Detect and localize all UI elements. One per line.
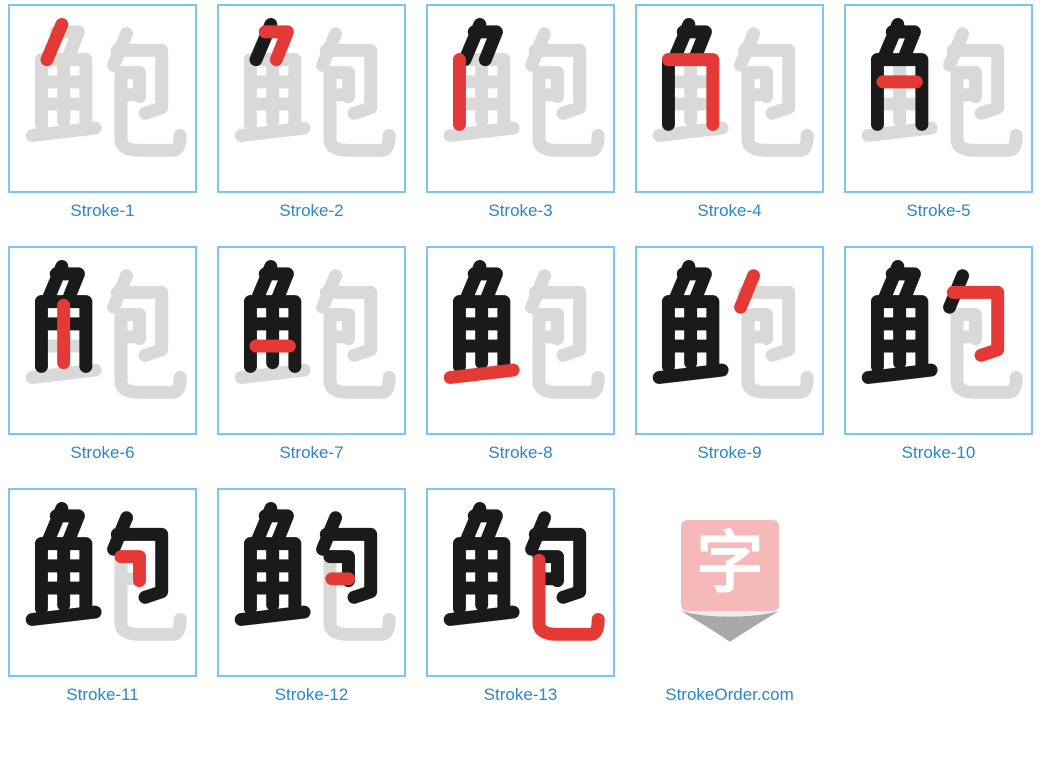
stroke-cell: Stroke-10 <box>844 246 1033 463</box>
stroke-tile <box>217 488 406 677</box>
glyph-svg <box>428 248 613 433</box>
glyph-svg <box>428 6 613 191</box>
stroke-cell: Stroke-6 <box>8 246 197 463</box>
glyph-svg <box>428 490 613 675</box>
stroke-cell: Stroke-9 <box>635 246 824 463</box>
stroke-label: Stroke-3 <box>488 201 552 221</box>
stroke-grid: Stroke-1 Stroke-2 Stroke-3 Stroke-4 Stroke-5… <box>8 4 1042 705</box>
stroke-tile <box>426 4 615 193</box>
stroke-tile <box>8 488 197 677</box>
stroke-tile <box>635 246 824 435</box>
stroke-label: Stroke-1 <box>70 201 134 221</box>
logo-tile: 字 <box>635 488 824 677</box>
glyph-svg <box>637 6 822 191</box>
stroke-tile <box>217 4 406 193</box>
glyph-svg <box>10 248 195 433</box>
stroke-label: Stroke-5 <box>906 201 970 221</box>
stroke-label: Stroke-8 <box>488 443 552 463</box>
stroke-tile <box>844 4 1033 193</box>
stroke-cell: Stroke-12 <box>217 488 406 705</box>
stroke-label: Stroke-9 <box>697 443 761 463</box>
stroke-tile <box>8 246 197 435</box>
stroke-cell: Stroke-7 <box>217 246 406 463</box>
stroke-cell: Stroke-2 <box>217 4 406 221</box>
stroke-tile <box>635 4 824 193</box>
logo-cell: 字 StrokeOrder.com <box>635 488 824 705</box>
logo-label: StrokeOrder.com <box>665 685 794 705</box>
glyph-svg <box>219 248 404 433</box>
glyph-svg <box>846 248 1031 433</box>
svg-text:字: 字 <box>696 525 763 600</box>
stroke-tile <box>426 488 615 677</box>
stroke-cell: Stroke-1 <box>8 4 197 221</box>
stroke-label: Stroke-10 <box>902 443 976 463</box>
stroke-label: Stroke-2 <box>279 201 343 221</box>
stroke-cell: Stroke-5 <box>844 4 1033 221</box>
stroke-tile <box>426 246 615 435</box>
glyph-svg <box>10 490 195 675</box>
stroke-cell: Stroke-8 <box>426 246 615 463</box>
stroke-label: Stroke-4 <box>697 201 761 221</box>
glyph-svg <box>219 6 404 191</box>
stroke-cell: Stroke-4 <box>635 4 824 221</box>
glyph-svg <box>637 248 822 433</box>
stroke-label: Stroke-12 <box>275 685 349 705</box>
stroke-tile <box>217 246 406 435</box>
stroke-tile <box>8 4 197 193</box>
glyph-svg <box>219 490 404 675</box>
stroke-cell: Stroke-11 <box>8 488 197 705</box>
stroke-cell: Stroke-13 <box>426 488 615 705</box>
stroke-tile <box>844 246 1033 435</box>
logo-svg: 字 <box>660 513 800 653</box>
stroke-cell: Stroke-3 <box>426 4 615 221</box>
stroke-label: Stroke-6 <box>70 443 134 463</box>
stroke-label: Stroke-7 <box>279 443 343 463</box>
glyph-svg <box>10 6 195 191</box>
stroke-label: Stroke-13 <box>484 685 558 705</box>
stroke-label: Stroke-11 <box>66 685 138 705</box>
glyph-svg <box>846 6 1031 191</box>
